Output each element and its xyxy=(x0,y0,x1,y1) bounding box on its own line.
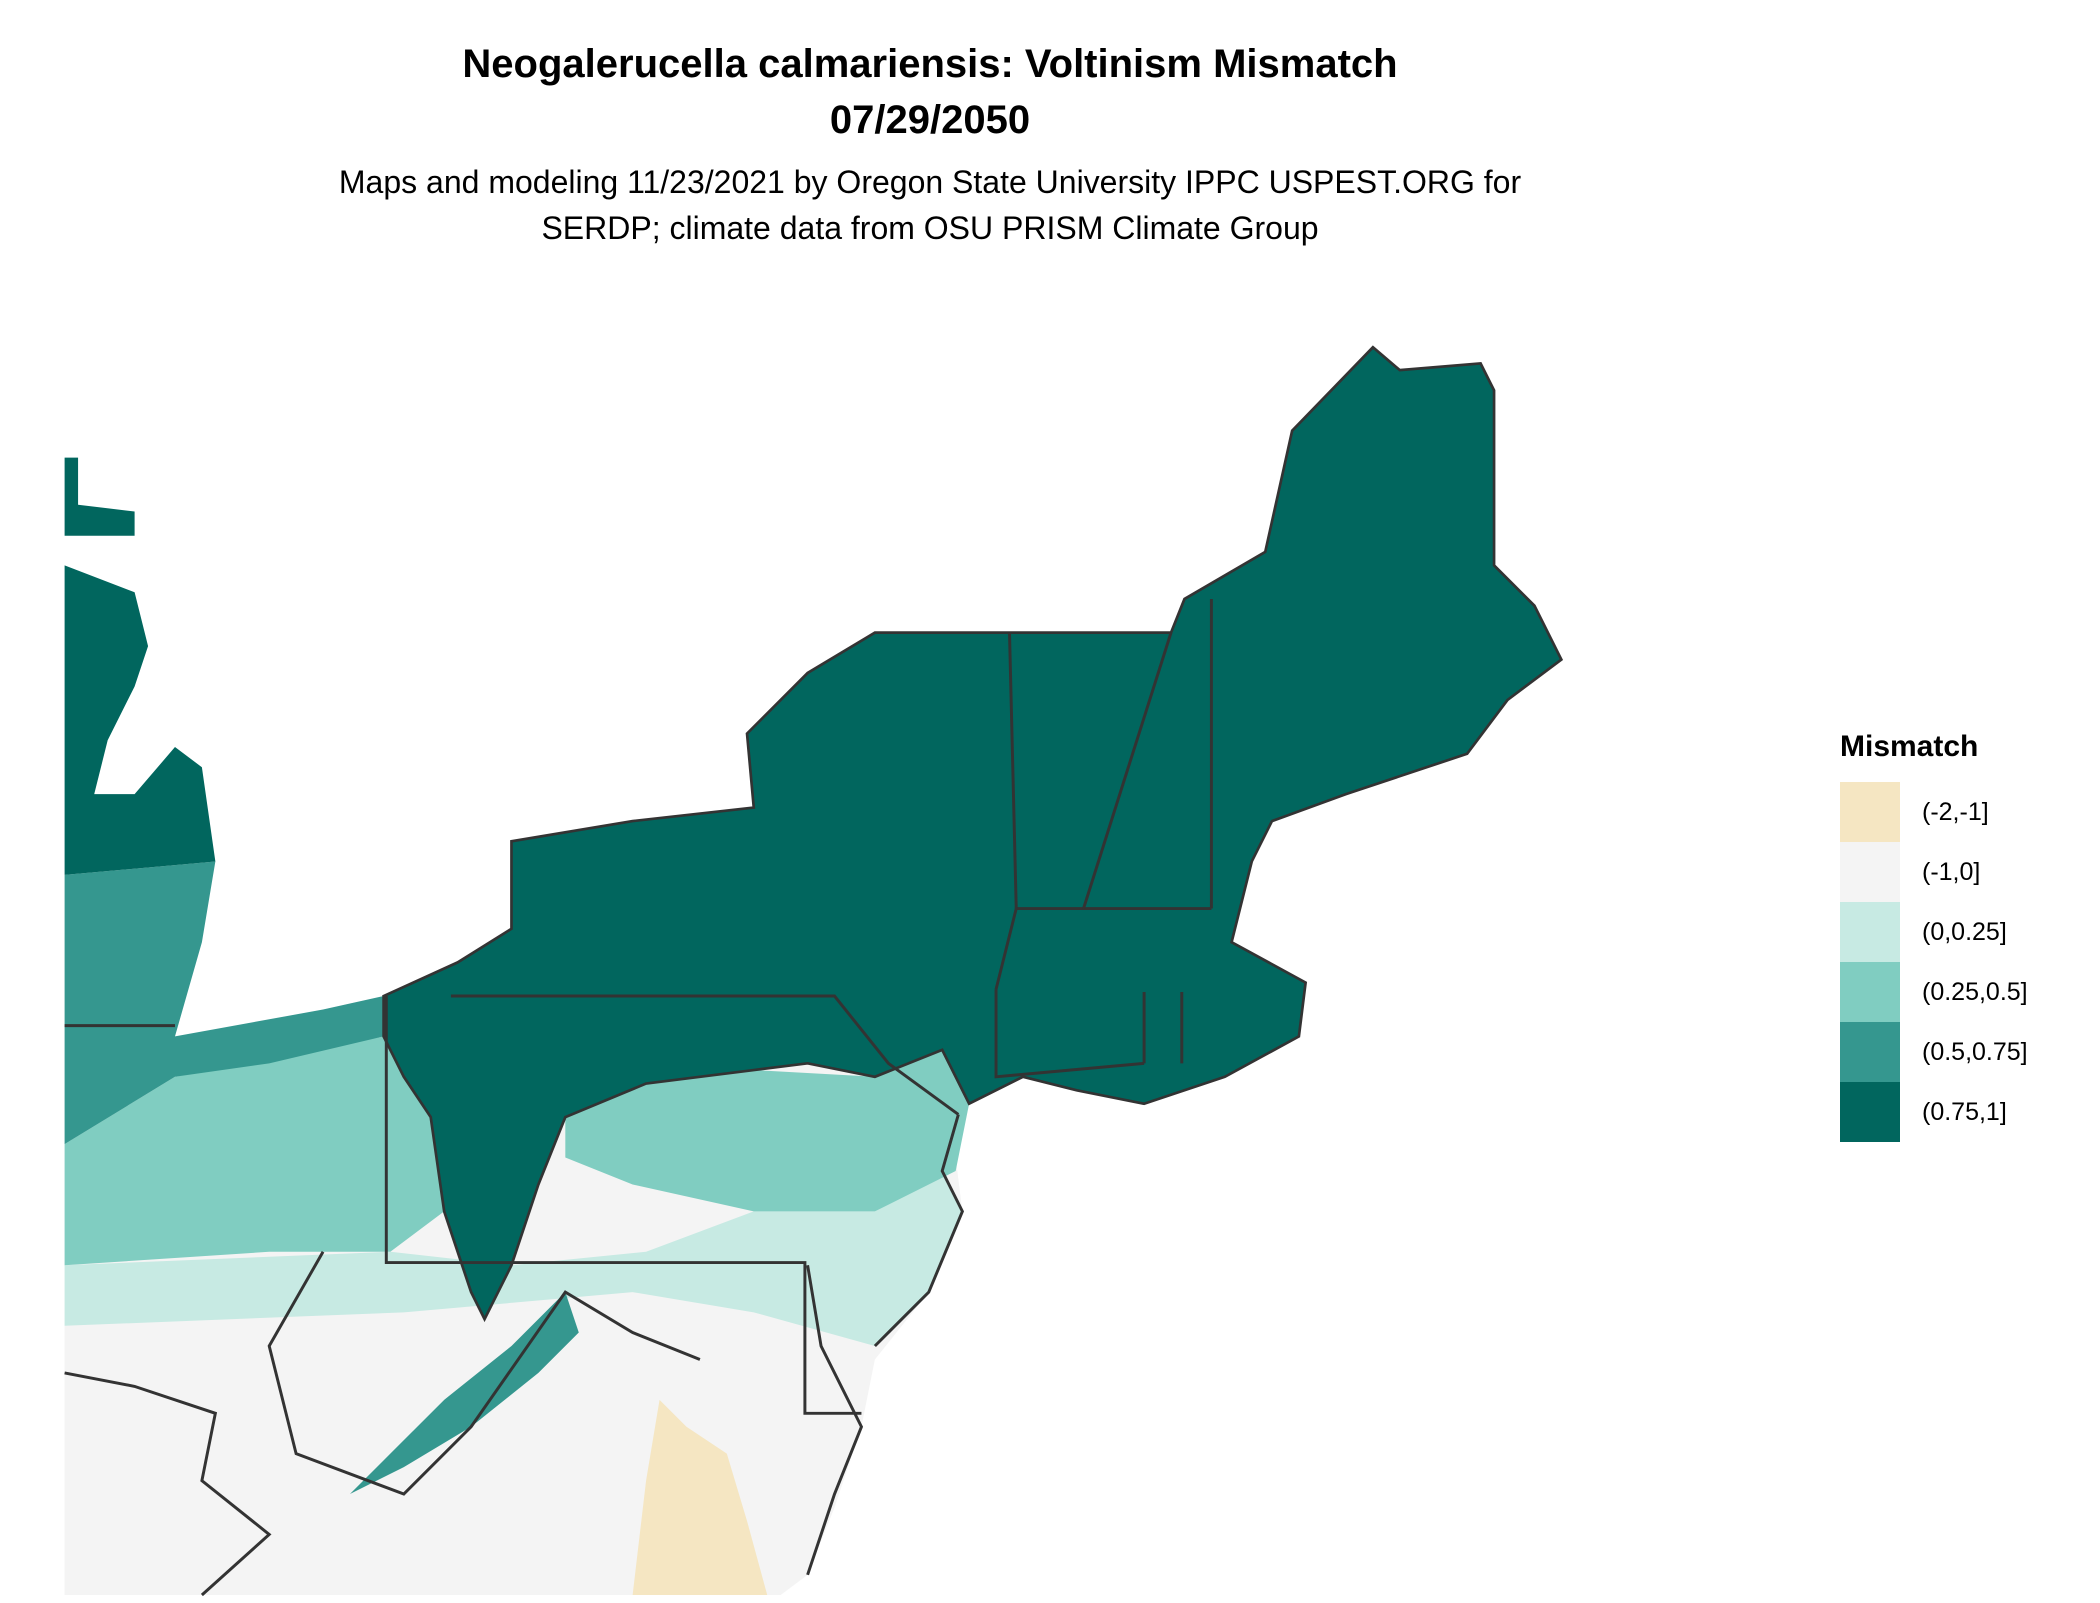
legend-label: (0.5,0.75] xyxy=(1922,1037,2028,1066)
legend-item: (0.5,0.75] xyxy=(1840,1022,2028,1082)
map-title: Neogalerucella calmariensis: Voltinism M… xyxy=(462,42,1398,86)
region-lightest-band xyxy=(64,1171,963,1346)
legend-item: (-1,0] xyxy=(1840,842,2028,902)
region-light-band-west xyxy=(64,1036,445,1266)
legend-label: (-2,-1] xyxy=(1922,797,1989,826)
region-beige xyxy=(632,1399,768,1596)
legend: Mismatch (-2,-1] (-1,0] (0,0.25] (0.25,0.5]… xyxy=(1840,730,2028,1142)
legend-swatch xyxy=(1840,1022,1900,1082)
legend-title: Mismatch xyxy=(1840,730,1979,763)
region-lower-michigan xyxy=(64,565,216,875)
legend-swatch xyxy=(1840,782,1900,842)
legend-swatch xyxy=(1840,842,1900,902)
region-dark-northeast xyxy=(382,345,1564,1323)
region-ridge-band xyxy=(349,1292,579,1495)
legend-item: (0.25,0.5] xyxy=(1840,962,2028,1022)
legend-item: (0,0.25] xyxy=(1840,902,2028,962)
region-light-band-east xyxy=(565,1022,1023,1212)
region-upper-michigan xyxy=(64,457,135,536)
legend-swatch xyxy=(1840,902,1900,962)
state-borders xyxy=(64,598,1213,1597)
legend-swatch xyxy=(1840,1082,1900,1142)
legend-label: (0.25,0.5] xyxy=(1922,977,2028,1006)
region-mid-band xyxy=(64,861,384,1145)
legend-item: (0.75,1] xyxy=(1840,1082,2028,1142)
map-subtitle-line2: SERDP; climate data from OSU PRISM Clima… xyxy=(541,210,1319,246)
map-date: 07/29/2050 xyxy=(829,98,1031,142)
legend-item: (-2,-1] xyxy=(1840,782,2028,842)
legend-label: (0,0.25] xyxy=(1922,917,2007,946)
legend-label: (-1,0] xyxy=(1922,857,1981,886)
map-subtitle-line1: Maps and modeling 11/23/2021 by Oregon S… xyxy=(338,164,1522,200)
legend-label: (0.75,1] xyxy=(1922,1097,2007,1126)
legend-swatch xyxy=(1840,962,1900,1022)
